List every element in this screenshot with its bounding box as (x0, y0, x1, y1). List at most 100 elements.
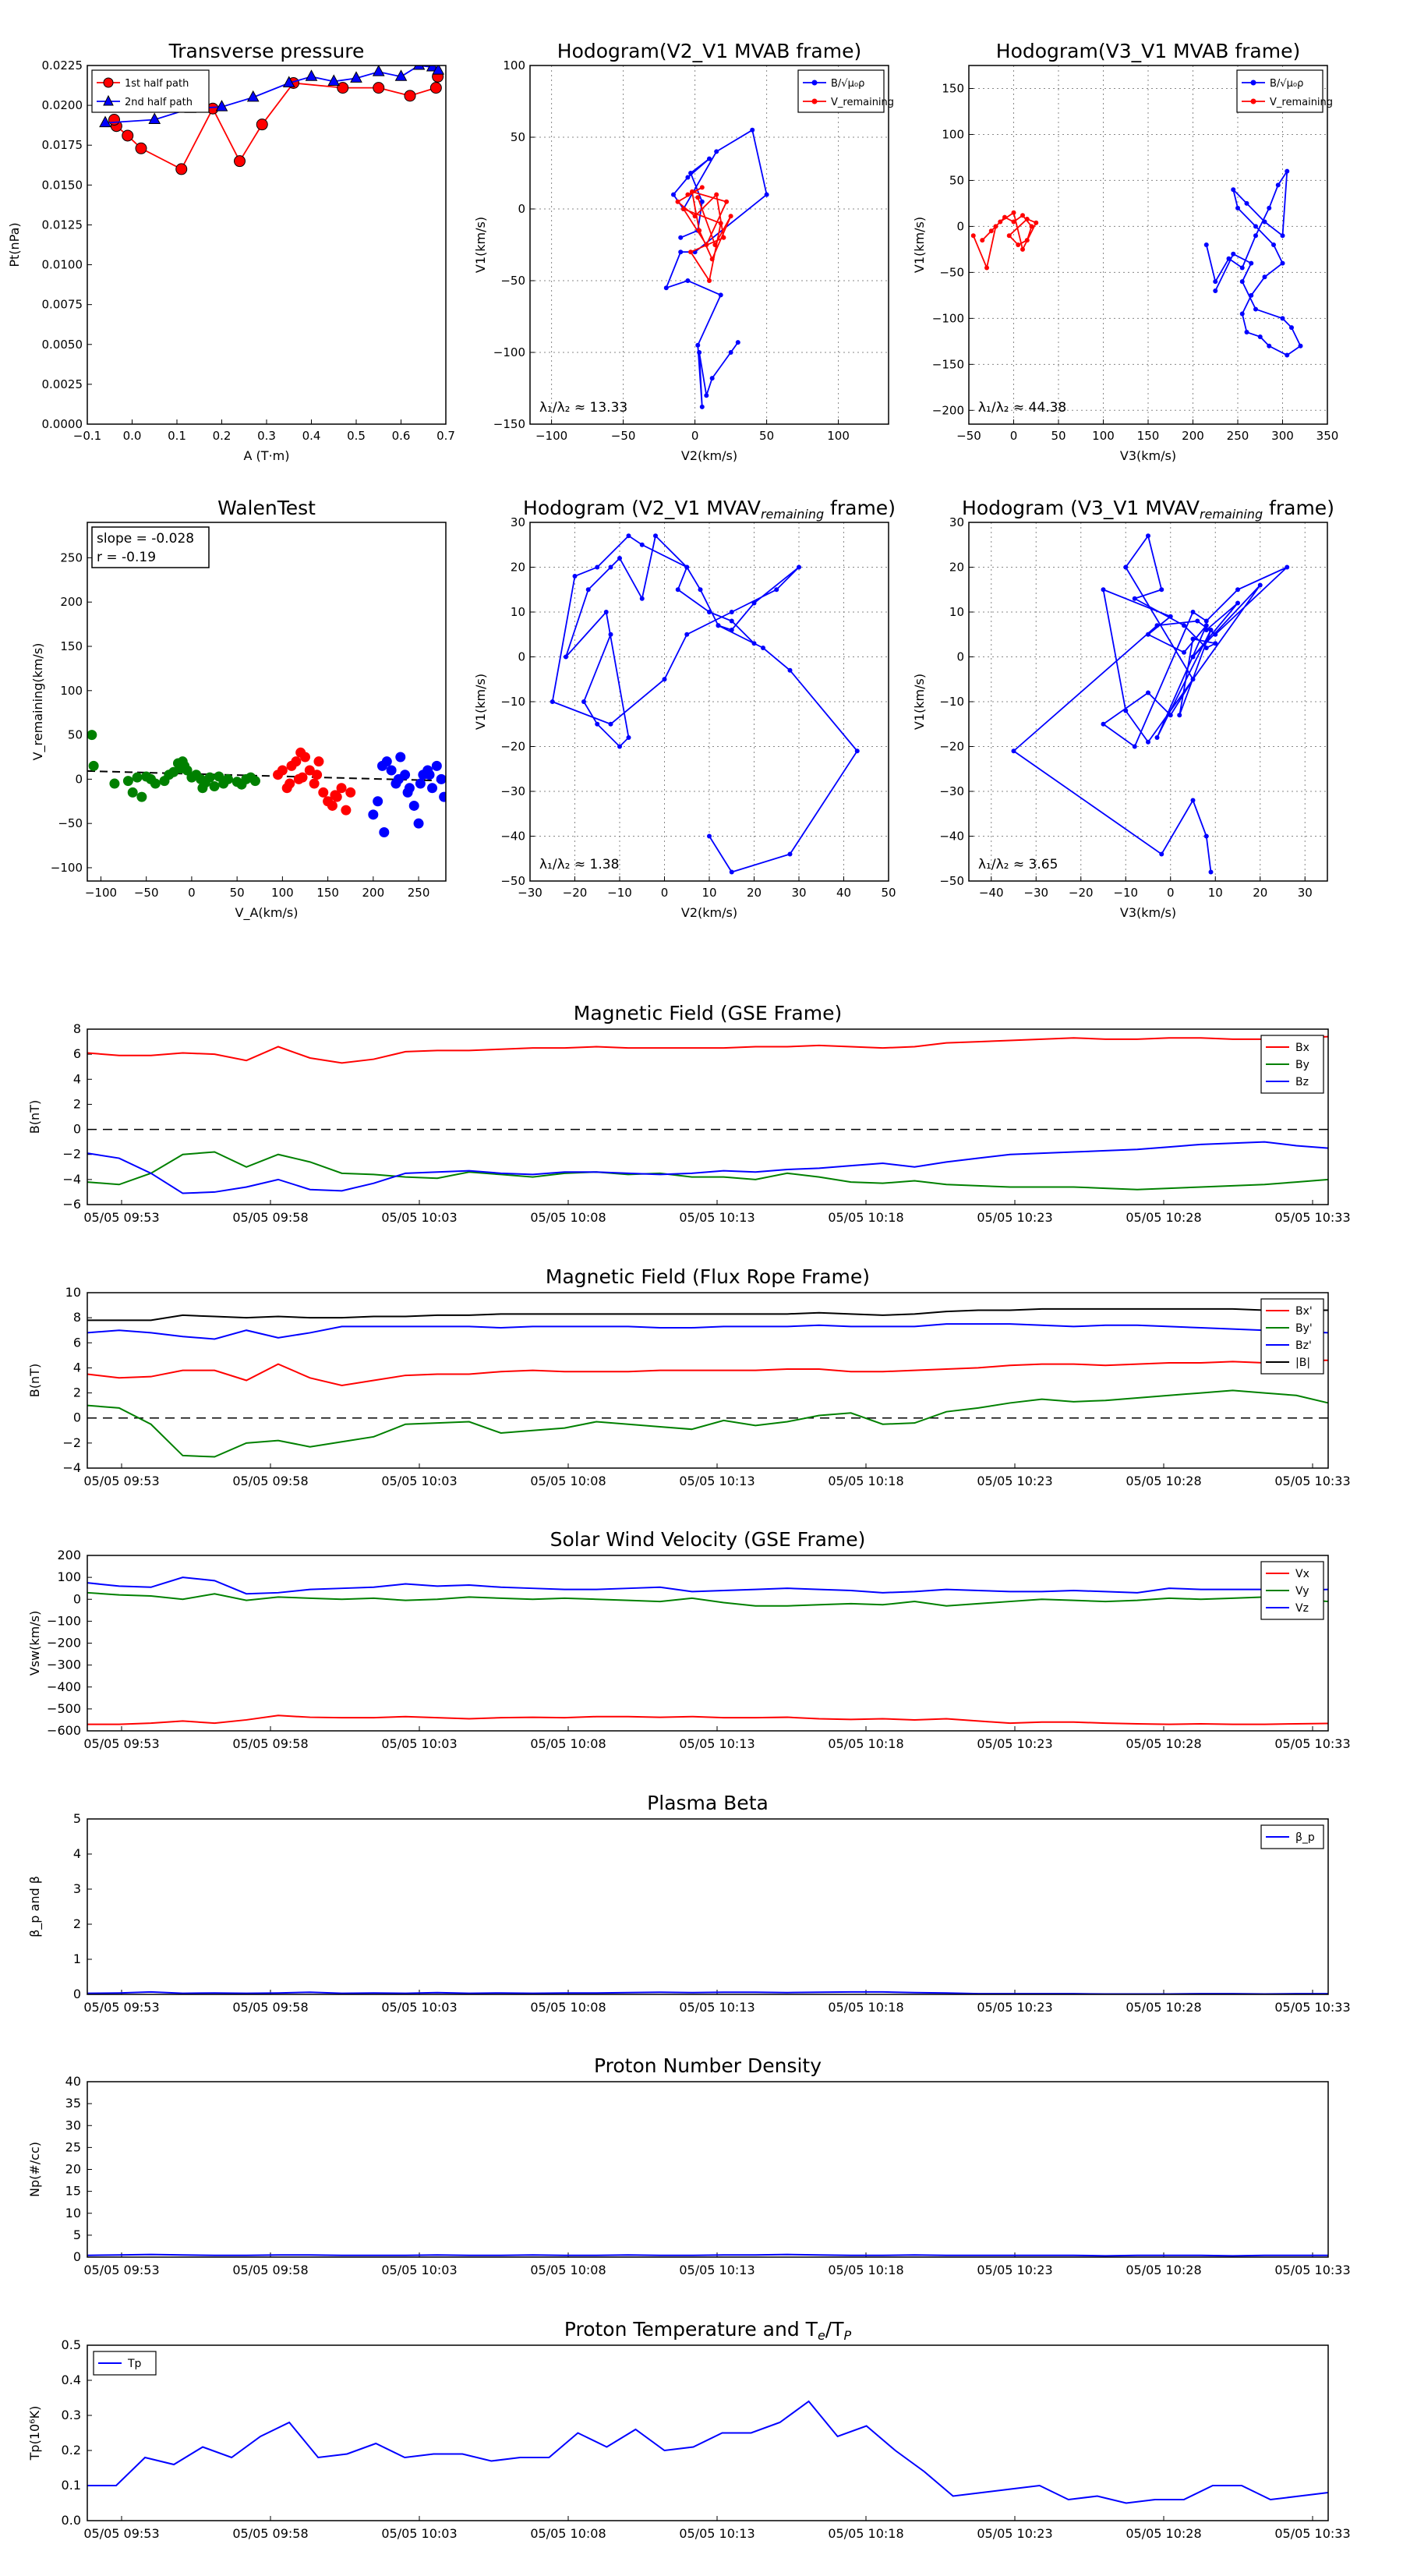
y-tick-label: 3 (73, 1881, 81, 1896)
data-point (1213, 288, 1218, 293)
chart-h2: Hodogram(V3_V1 MVAB frame) −50 0 50 100 150 20… (912, 40, 1338, 463)
data-point (608, 632, 613, 637)
plot-frame (87, 65, 447, 425)
x-tick-label: 05/05 10:18 (828, 1210, 903, 1225)
ratio-annotation: λ₁/λ₂ ≈ 3.65 (978, 857, 1058, 872)
x-tick-label: −20 (563, 886, 588, 900)
legend-label: 1st half path (125, 78, 189, 90)
chart-title: Transverse pressure (168, 40, 365, 62)
ratio-annotation: λ₁/λ₂ ≈ 13.33 (539, 400, 627, 416)
series-line-0 (87, 1990, 1328, 1995)
x-tick-label: 05/05 10:13 (679, 2000, 755, 2015)
x-tick-label: 05/05 10:03 (381, 2000, 457, 2015)
y-tick-label: 200 (60, 595, 83, 609)
data-point (297, 772, 308, 783)
data-point (1016, 242, 1021, 247)
data-point (1146, 739, 1150, 745)
y-tick-label: −50 (939, 265, 964, 279)
y-tick-label: −6 (62, 1197, 81, 1212)
y-tick-label: −600 (47, 1723, 81, 1738)
x-axis-label: V2(km/s) (681, 905, 737, 920)
x-tick-label: 05/05 10:18 (828, 2000, 903, 2015)
data-point (330, 790, 341, 801)
data-point (87, 730, 97, 741)
data-point (980, 238, 985, 243)
x-axis-label: V3(km/s) (1120, 448, 1176, 463)
data-point (698, 587, 703, 593)
plot-frame (87, 1292, 1329, 1469)
data-point (1235, 600, 1240, 606)
data-point (214, 771, 224, 782)
chart-title-sub2: P (844, 2328, 852, 2343)
series-line-0 (551, 534, 858, 873)
data-point (88, 760, 99, 771)
y-axis-label: V1(km/s) (473, 217, 488, 273)
y-tick-label: 0 (73, 2249, 81, 2264)
data-point (774, 587, 779, 593)
ratio-annotation: λ₁/λ₂ ≈ 1.38 (539, 857, 619, 872)
y-axis-label: B(nT) (27, 1364, 42, 1397)
legend-label: B/√μ₀ρ (1270, 78, 1303, 90)
data-point (256, 119, 268, 131)
data-point (175, 163, 188, 175)
y-tick-label: 0 (518, 202, 525, 216)
x-tick-label: 05/05 09:58 (232, 2000, 308, 2015)
data-point (1267, 205, 1272, 211)
data-point (663, 285, 669, 291)
legend-label: Bz (1295, 1076, 1309, 1088)
x-tick-label: 05/05 10:33 (1274, 1474, 1350, 1488)
data-point (1190, 636, 1196, 642)
chart-title-sub: remaining (761, 507, 824, 522)
chart-title-sub: remaining (1200, 507, 1263, 522)
data-point (1146, 690, 1150, 695)
y-tick-label: 6 (73, 1335, 81, 1350)
x-tick-label: 05/05 10:13 (679, 1474, 755, 1488)
y-tick-label: 2 (73, 1385, 81, 1400)
y-tick-label: 5 (73, 1811, 81, 1826)
legend-label: Bx (1295, 1042, 1309, 1054)
x-tick-label: 20 (747, 886, 762, 900)
y-tick-label: −100 (47, 1613, 81, 1628)
series-line-0 (87, 1035, 1329, 1064)
data-point (1244, 330, 1249, 335)
y-tick-label: 20 (511, 561, 525, 575)
x-tick-label: 05/05 09:53 (83, 2526, 159, 2541)
data-point (404, 90, 416, 102)
data-point (1190, 610, 1196, 614)
data-point (429, 82, 442, 94)
data-point (99, 115, 111, 128)
data-point (1190, 798, 1196, 803)
data-point (970, 233, 976, 239)
x-tick-label: 250 (1227, 429, 1249, 443)
y-tick-label: 6 (73, 1046, 81, 1061)
data-point (1168, 614, 1173, 619)
data-point (751, 600, 757, 606)
x-tick-label: 05/05 10:28 (1126, 1474, 1201, 1488)
data-point (1020, 246, 1025, 252)
data-point (1271, 242, 1276, 247)
data-point (685, 192, 691, 197)
chart-title: Hodogram (V3_V1 MVAVremaining frame) (962, 497, 1334, 522)
series-line-0 (665, 129, 768, 407)
data-point (721, 235, 726, 240)
data-point (132, 772, 143, 783)
legend-label: By (1295, 1059, 1309, 1071)
data-point (728, 350, 733, 355)
chart-title-main: Hodogram (V2_V1 MVAV (523, 497, 761, 519)
plot-frame (529, 65, 889, 425)
data-point (1146, 533, 1150, 539)
x-tick-label: −40 (979, 886, 1004, 900)
stats-text: r = -0.19 (97, 550, 156, 565)
y-tick-label: −400 (47, 1679, 81, 1694)
y-tick-label: −2 (62, 1435, 81, 1450)
x-tick-label: 0.5 (347, 429, 366, 443)
data-point (854, 748, 860, 754)
data-point (1257, 582, 1263, 588)
data-point (415, 778, 426, 789)
plot-frame (968, 65, 1328, 425)
x-tick-label: −50 (611, 429, 636, 443)
data-point (1257, 334, 1263, 339)
data-point (1024, 238, 1030, 243)
x-tick-label: 05/05 10:08 (530, 1736, 606, 1751)
data-point (277, 765, 288, 776)
